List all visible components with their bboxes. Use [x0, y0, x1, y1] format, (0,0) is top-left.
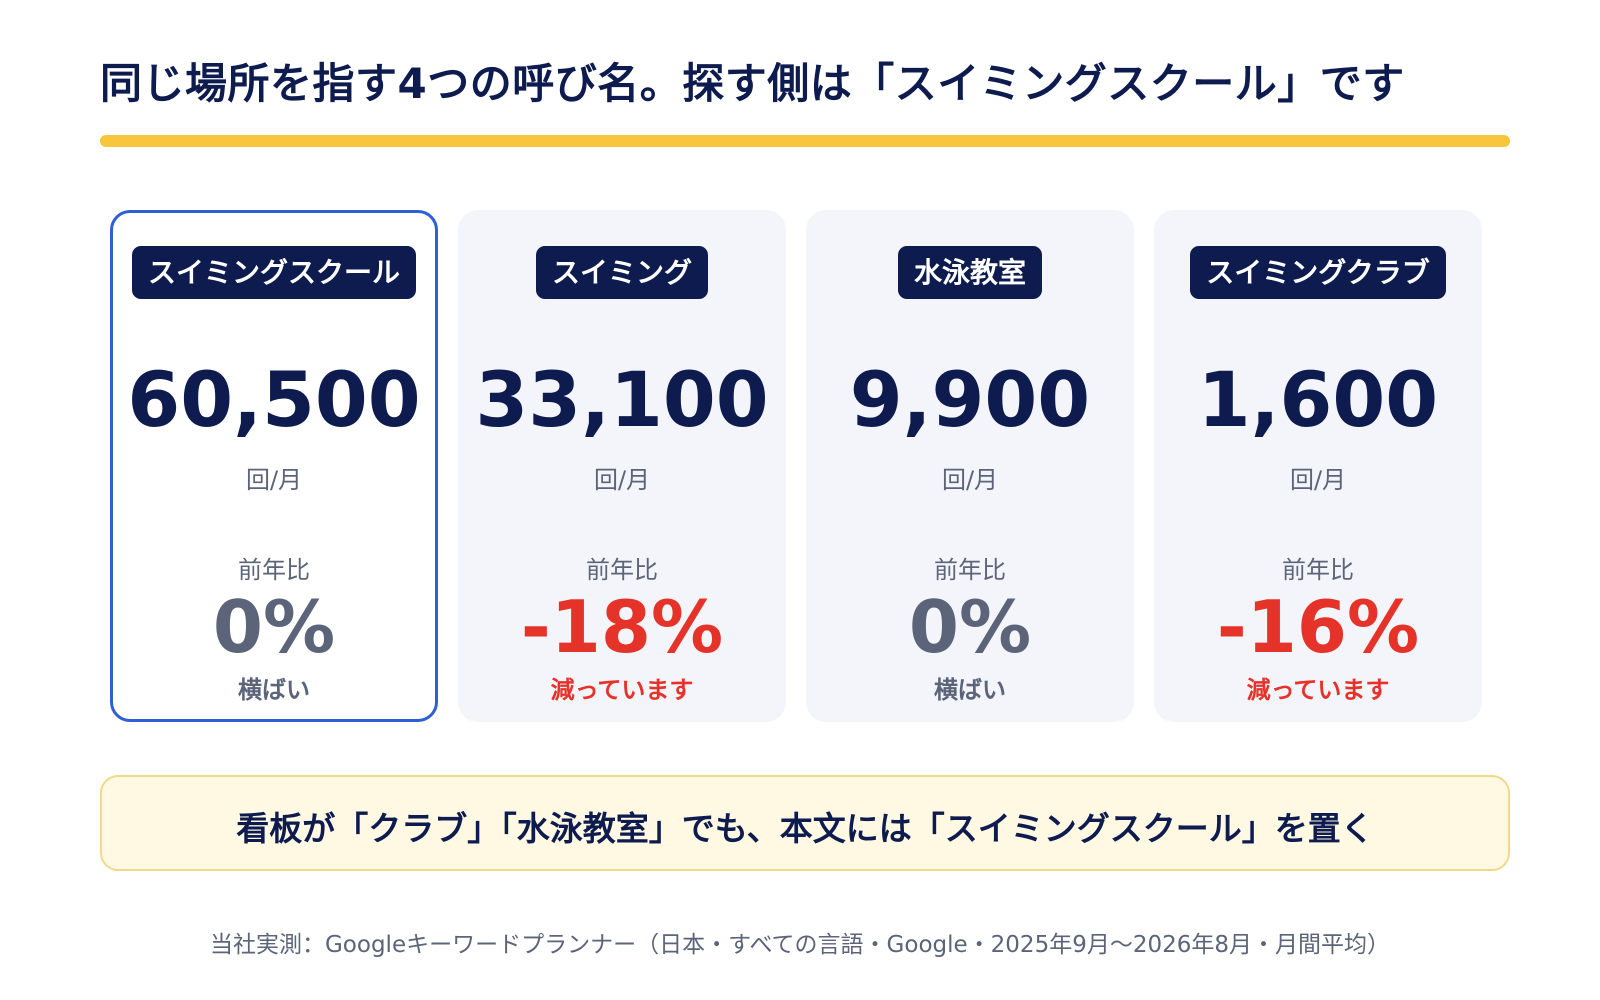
yoy-label: 前年比 [238, 556, 310, 584]
keyword-badge: スイミングクラブ [1190, 246, 1446, 299]
yoy-label: 前年比 [1282, 556, 1354, 584]
yoy-note: 横ばい [934, 676, 1006, 704]
yoy-label: 前年比 [934, 556, 1006, 584]
keyword-cards: スイミングスクール 60,500 回/月 前年比 0% 横ばい スイミング 33… [110, 210, 1482, 722]
callout-box: 看板が「クラブ」「水泳教室」でも、本文には「スイミングスクール」を置く [100, 775, 1510, 871]
keyword-badge: 水泳教室 [897, 246, 1042, 299]
keyword-badge: スイミング [535, 246, 708, 299]
keyword-card: スイミング 33,100 回/月 前年比 -18% 減っています [458, 210, 786, 722]
yoy-note: 横ばい [238, 676, 310, 704]
title-underline [100, 135, 1510, 147]
search-volume: 33,100 [475, 355, 769, 444]
source-note: 当社実測：Googleキーワードプランナー（日本・すべての言語・Google・2… [209, 932, 1391, 958]
volume-unit: 回/月 [1289, 466, 1347, 494]
search-volume: 9,900 [849, 355, 1091, 444]
yoy-value: -18% [520, 585, 724, 669]
keyword-card: スイミングスクール 60,500 回/月 前年比 0% 横ばい [110, 210, 438, 722]
volume-unit: 回/月 [593, 466, 651, 494]
yoy-note: 減っています [550, 676, 694, 704]
keyword-card: 水泳教室 9,900 回/月 前年比 0% 横ばい [806, 210, 1134, 722]
volume-unit: 回/月 [245, 466, 303, 494]
search-volume: 1,600 [1197, 355, 1439, 444]
keyword-badge: スイミングスクール [131, 246, 416, 299]
yoy-label: 前年比 [586, 556, 658, 584]
yoy-value: -16% [1216, 585, 1420, 669]
chart-title: 同じ場所を指す4つの呼び名。探す側は「スイミングスクール」です [100, 59, 1405, 108]
search-volume: 60,500 [127, 355, 421, 444]
yoy-note: 減っています [1246, 676, 1390, 704]
yoy-value: 0% [908, 585, 1032, 669]
callout-text: 看板が「クラブ」「水泳教室」でも、本文には「スイミングスクール」を置く [236, 809, 1374, 848]
yoy-value: 0% [212, 585, 336, 669]
volume-unit: 回/月 [941, 466, 999, 494]
keyword-card: スイミングクラブ 1,600 回/月 前年比 -16% 減っています [1154, 210, 1482, 722]
